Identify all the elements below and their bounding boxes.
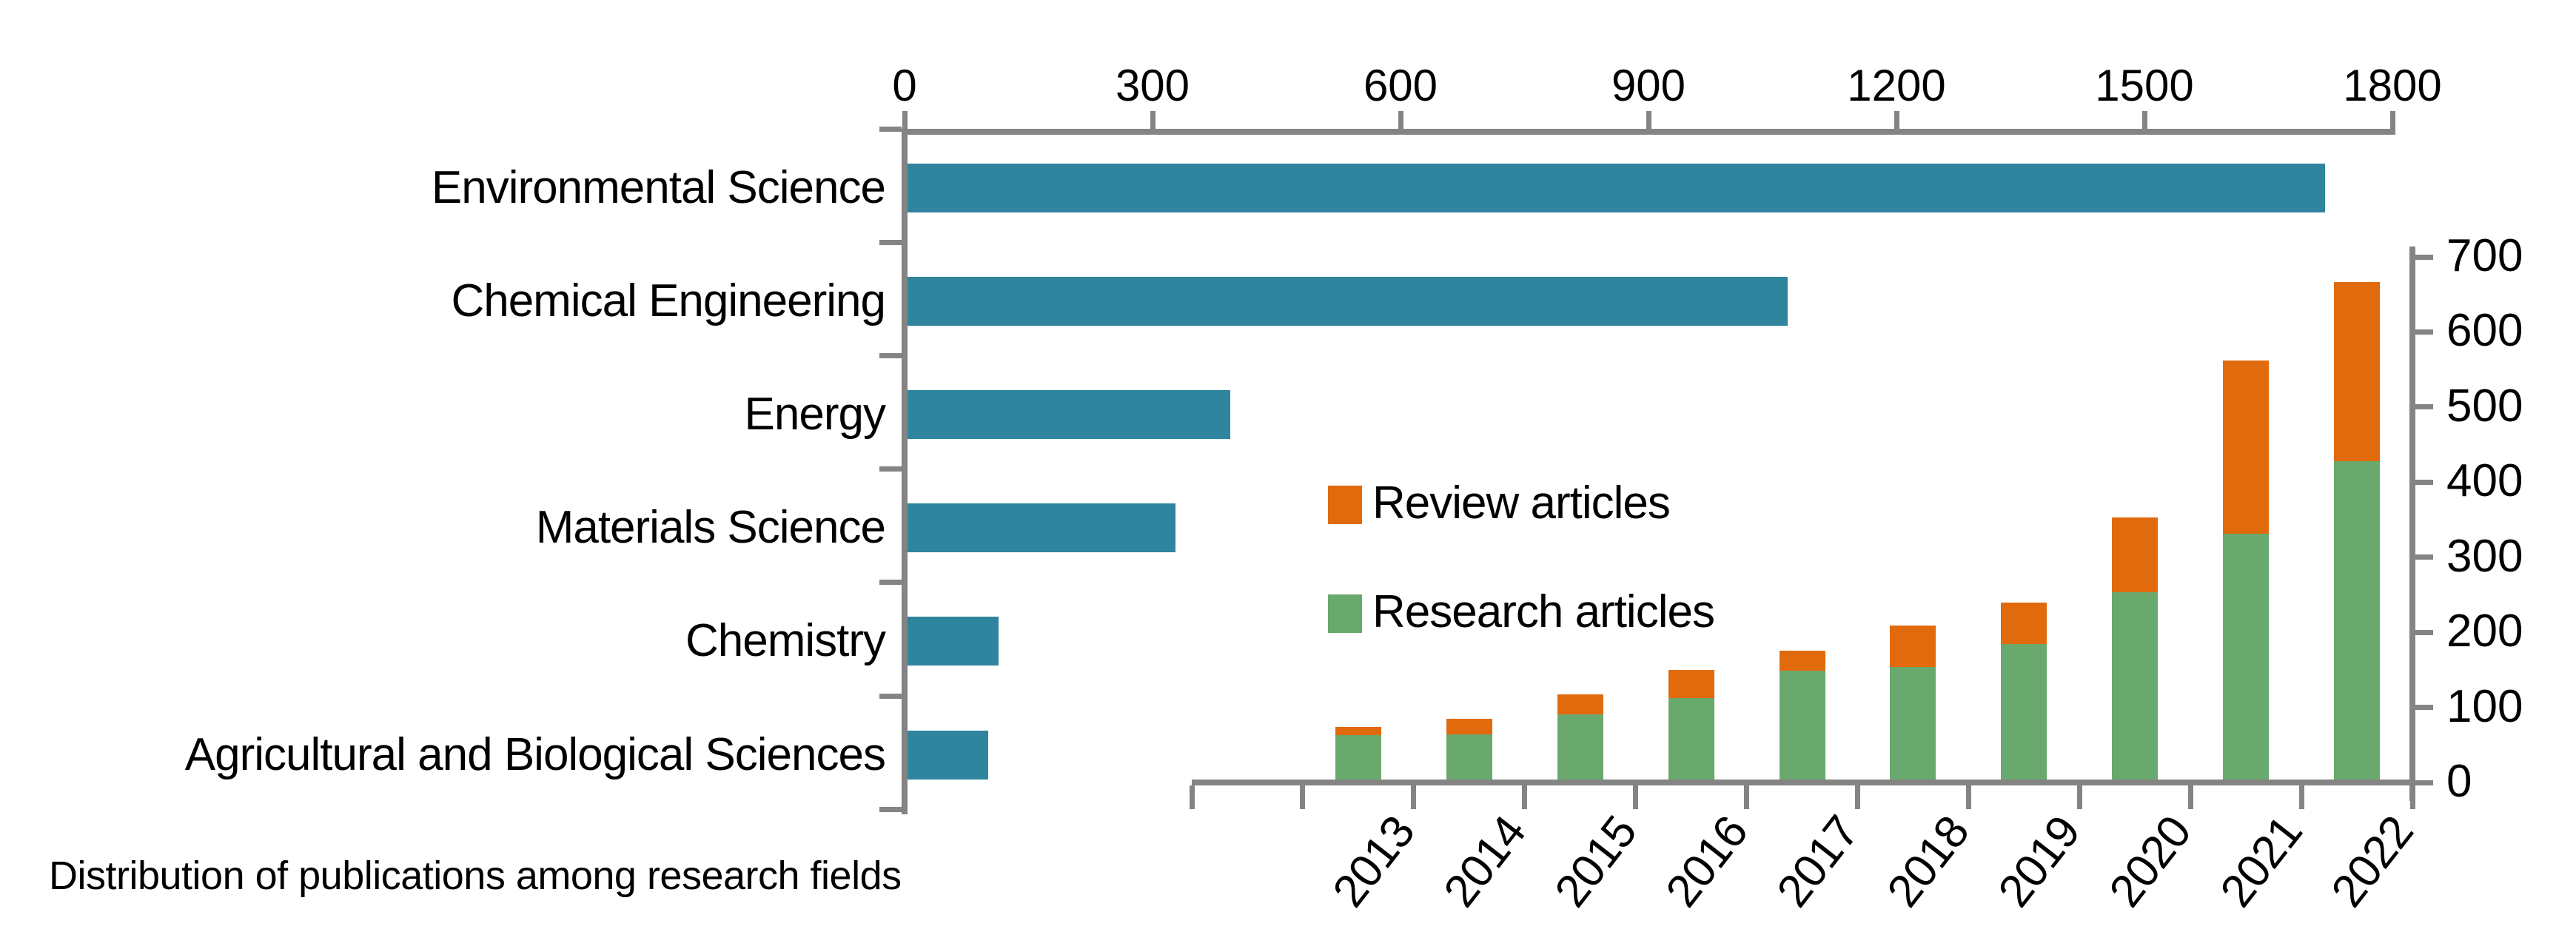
y-axis-tick <box>2415 705 2433 711</box>
category-axis-tick <box>879 239 902 245</box>
x-axis-tick <box>1646 111 1651 129</box>
research-articles-bar <box>1779 670 1825 780</box>
x-axis-tick-label: 0 <box>892 61 917 110</box>
chart-caption: Distribution of publications among resea… <box>49 854 902 898</box>
x-axis-tick-label: 1800 <box>2343 61 2442 110</box>
field-bar <box>908 503 1175 553</box>
y-axis-line <box>2409 247 2415 801</box>
category-axis-tick <box>879 126 902 132</box>
review-articles-bar <box>1668 669 1714 699</box>
research-articles-bar <box>2112 592 2159 780</box>
x-axis-tick <box>2389 111 2395 129</box>
x-axis-tick-label: 300 <box>1115 61 1190 110</box>
x-axis-tick <box>2187 785 2193 809</box>
research-articles-bar <box>1890 666 1936 780</box>
y-axis-tick <box>2415 329 2433 335</box>
x-axis-tick <box>2141 111 2147 129</box>
research-articles-bar <box>1446 734 1492 780</box>
legend-item-label: Review articles <box>1372 477 1671 529</box>
y-axis-tick-label: 500 <box>2446 380 2523 432</box>
field-bar <box>908 390 1230 439</box>
review-articles-bar <box>1446 718 1492 735</box>
field-bar <box>908 617 999 666</box>
category-axis-tick <box>879 580 902 586</box>
review-articles-bar <box>1779 650 1825 671</box>
review-articles-bar <box>2223 361 2270 534</box>
x-axis-tick <box>1633 785 1639 809</box>
research-articles-bar <box>1335 735 1381 780</box>
legend-item-label: Research articles <box>1372 586 1715 637</box>
review-articles-bar <box>2112 517 2159 593</box>
x-axis-tick <box>2409 785 2415 809</box>
y-axis-tick-label: 400 <box>2446 455 2523 507</box>
review-articles-bar <box>2334 281 2381 461</box>
research-articles-bar <box>2223 534 2270 780</box>
category-label: Environmental Science <box>431 161 886 213</box>
field-bar <box>908 276 1788 326</box>
x-axis-tick <box>1411 785 1417 809</box>
review-articles-bar <box>1335 727 1381 736</box>
x-axis-line <box>1192 780 2415 785</box>
category-axis-tick <box>879 806 902 812</box>
category-axis-tick <box>879 693 902 699</box>
x-axis-line <box>902 129 2395 135</box>
x-axis-tick <box>1150 111 1155 129</box>
review-articles-bar <box>1890 626 1936 667</box>
y-axis-tick <box>2415 554 2433 560</box>
y-axis-tick-label: 0 <box>2446 756 2472 807</box>
research-articles-bar <box>1668 698 1714 780</box>
category-axis-line <box>902 129 908 814</box>
x-axis-tick-label: 600 <box>1363 61 1438 110</box>
x-axis-tick-label: 1500 <box>2095 61 2194 110</box>
x-axis-tick <box>1854 785 1860 809</box>
y-axis-tick <box>2415 629 2433 635</box>
x-axis-tick-label: 900 <box>1611 61 1686 110</box>
y-axis-tick-label: 200 <box>2446 606 2523 657</box>
x-axis-tick <box>1300 785 1306 809</box>
x-axis-tick <box>2076 785 2082 809</box>
category-axis-tick <box>879 466 902 472</box>
research-articles-bar <box>2334 460 2381 780</box>
field-bar <box>908 163 2326 212</box>
x-axis-tick <box>1522 785 1528 809</box>
category-label: Energy <box>744 389 886 440</box>
x-axis-tick <box>2298 785 2304 809</box>
x-axis-tick <box>1398 111 1403 129</box>
y-axis-tick-label: 100 <box>2446 680 2523 732</box>
review-articles-bar <box>2001 602 2047 645</box>
category-label: Chemistry <box>685 615 886 667</box>
category-label: Materials Science <box>535 502 886 554</box>
review-articles-bar <box>1557 694 1603 714</box>
legend-color-swatch <box>1328 594 1362 633</box>
x-axis-tick <box>1965 785 1971 809</box>
y-axis-tick-label: 700 <box>2446 230 2523 281</box>
legend-color-swatch <box>1328 486 1362 524</box>
category-label: Chemical Engineering <box>451 275 886 326</box>
x-axis-tick <box>902 111 908 129</box>
research-articles-bar <box>1557 714 1603 780</box>
research-articles-bar <box>2001 644 2047 780</box>
x-axis-tick <box>1894 111 1899 129</box>
category-axis-tick <box>879 352 902 358</box>
y-axis-tick-label: 600 <box>2446 305 2523 357</box>
x-axis-tick <box>1189 785 1195 809</box>
field-bar <box>908 730 989 780</box>
y-axis-tick <box>2415 404 2433 410</box>
y-axis-tick <box>2415 479 2433 485</box>
x-axis-tick-label: 1200 <box>1847 61 1946 110</box>
y-axis-tick-label: 300 <box>2446 530 2523 582</box>
y-axis-tick <box>2415 780 2433 785</box>
y-axis-tick <box>2415 254 2433 260</box>
category-label: Agricultural and Biological Sciences <box>184 728 886 780</box>
x-axis-tick <box>1744 785 1750 809</box>
